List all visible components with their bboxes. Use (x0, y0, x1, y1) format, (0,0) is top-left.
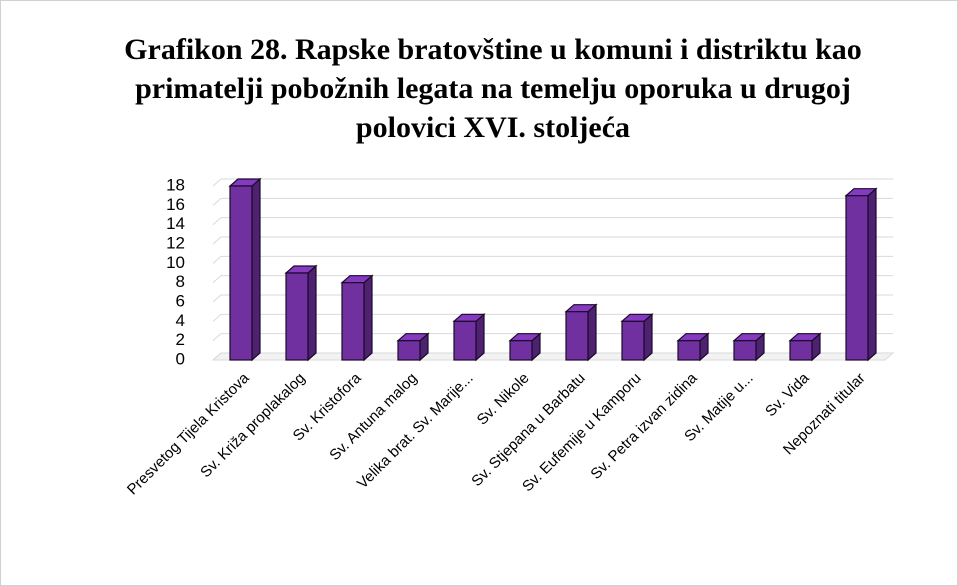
grid-line-side (212, 352, 222, 361)
grid-line-side (212, 294, 222, 303)
grid-line-side (212, 333, 222, 342)
y-tick-label: 0 (176, 349, 185, 368)
grid-line-side (212, 178, 222, 187)
y-tick-label: 12 (166, 233, 185, 252)
bar-side (475, 313, 485, 362)
y-tick-label: 4 (176, 311, 185, 330)
x-tick-label: Sv. Stjepana u Barbatu (468, 370, 588, 490)
bar (565, 311, 589, 361)
bar-side (363, 274, 373, 362)
x-tick-label: Sv. Vida (762, 369, 813, 420)
bar (509, 340, 533, 361)
bar (677, 340, 701, 361)
x-tick-label: Velika brat. Sv. Marije... (354, 370, 477, 493)
x-tick-label: Sv. Nikole (474, 370, 533, 429)
bar (453, 320, 477, 361)
y-tick-label: 18 (166, 175, 185, 194)
chart-title: Grafikon 28. Rapske bratovštine u komuni… (124, 33, 862, 144)
x-tick-label: Sv. Križa proplakalog (197, 370, 308, 481)
y-tick-label: 16 (166, 195, 185, 214)
bar (229, 185, 253, 361)
y-tick-label: 6 (176, 291, 185, 310)
bar-side (867, 187, 877, 362)
y-tick-label: 14 (166, 214, 185, 233)
bar (733, 340, 757, 361)
bar-side (251, 177, 261, 362)
bar (341, 282, 365, 361)
bar (845, 195, 869, 361)
grid-line-side (212, 197, 222, 206)
bar-side (643, 313, 653, 362)
grid-line-side (212, 217, 222, 226)
bar (285, 272, 309, 361)
y-tick-label: 2 (176, 330, 185, 349)
grid-line-side (212, 236, 222, 245)
x-tick-label: Sv. Petra izvan zidina (587, 369, 701, 483)
bar-side (307, 264, 317, 362)
grid-line-side (212, 313, 222, 322)
bar-side (587, 303, 597, 362)
grid-line-side (212, 275, 222, 284)
bar (621, 320, 645, 361)
bar (397, 340, 421, 361)
bar (789, 340, 813, 361)
y-tick-label: 8 (176, 272, 185, 291)
grid-line-side (212, 255, 222, 264)
y-tick-label: 10 (166, 253, 185, 272)
